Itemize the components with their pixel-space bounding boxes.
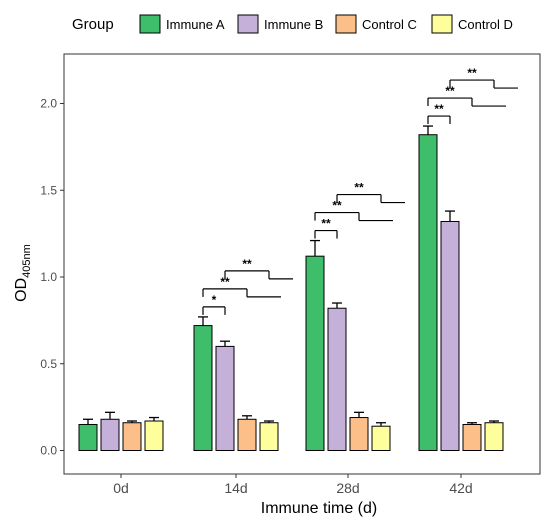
bar-control-c-14d <box>237 418 257 451</box>
bar-immune-b-42d <box>440 220 460 451</box>
error-bars-layer <box>83 125 499 427</box>
y-axis-title-sub: 405nm <box>21 244 33 278</box>
x-axis-title: Immune time (d) <box>261 500 377 517</box>
bar-immune-b-14d <box>215 345 235 451</box>
significance-label: ** <box>321 217 331 231</box>
x-tick-label-14d: 14d <box>224 480 247 496</box>
bar-control-d-14d <box>259 422 279 451</box>
y-tick-label: 1.0 <box>40 270 57 284</box>
plot-border <box>63 53 541 475</box>
x-tick-label-0d: 0d <box>113 480 129 496</box>
bar-control-c-42d <box>462 423 482 452</box>
legend-label-immune-a: Immune A <box>166 17 225 32</box>
legend-label-immune-b: Immune B <box>264 17 323 32</box>
legend-label-control-d: Control D <box>458 17 513 32</box>
significance-label: ** <box>434 102 444 116</box>
bar-control-d-0d <box>144 420 164 452</box>
significance-label: * <box>212 293 217 307</box>
significance-label: ** <box>445 84 455 98</box>
bar-immune-b-28d <box>327 307 347 452</box>
bar-control-d-42d <box>484 422 504 451</box>
legend-key-immune-b <box>237 14 259 34</box>
x-tick-label-28d: 28d <box>336 480 359 496</box>
plot-panel <box>63 53 541 475</box>
bar-immune-a-14d <box>193 325 213 451</box>
bar-control-c-28d <box>349 417 369 452</box>
bar-immune-a-42d <box>418 134 438 451</box>
x-tick-label-42d: 42d <box>449 480 472 496</box>
y-tick-label: 1.5 <box>40 183 57 197</box>
significance-label: ** <box>467 66 477 80</box>
significance-label: ** <box>332 199 342 213</box>
y-tick-label: 0.0 <box>40 444 57 458</box>
bars-layer <box>78 134 504 452</box>
legend-key-immune-a <box>139 14 161 34</box>
legend-title: Group <box>72 16 114 33</box>
y-axis-title-main: OD <box>13 278 30 302</box>
legend: Group Immune A Immune B Control C Control D <box>72 14 513 34</box>
bar-immune-a-0d <box>78 423 98 452</box>
y-tick-label: 2.0 <box>40 97 57 111</box>
significance-layer: ***************** <box>202 66 518 315</box>
legend-key-control-d <box>431 14 453 34</box>
significance-label: ** <box>354 181 364 195</box>
y-axis-title: OD405nm <box>13 244 33 302</box>
significance-label: ** <box>242 257 252 271</box>
bar-control-c-0d <box>122 422 142 451</box>
bar-control-d-28d <box>371 425 391 451</box>
y-tick-label: 0.5 <box>40 357 57 371</box>
legend-label-control-c: Control C <box>362 17 417 32</box>
significance-label: ** <box>220 275 230 289</box>
legend-key-control-c <box>335 14 357 34</box>
bar-immune-b-0d <box>100 418 120 451</box>
bar-immune-a-28d <box>305 255 325 451</box>
axes-layer: 0.0 0.5 1.0 1.5 2.0 0d 14d 28d 42d <box>40 97 472 497</box>
